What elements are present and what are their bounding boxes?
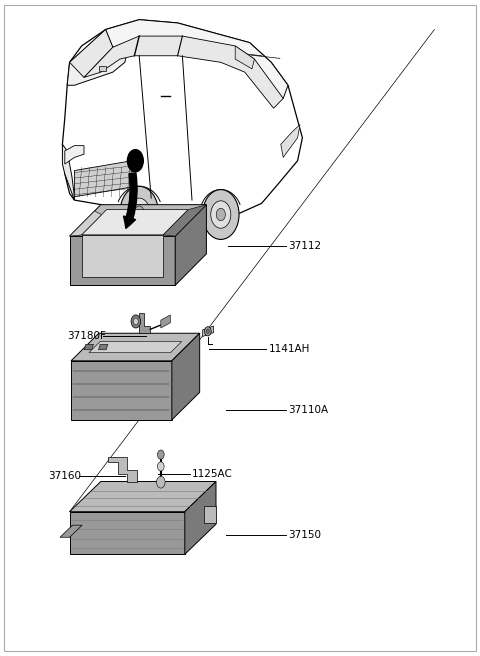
Circle shape bbox=[131, 315, 141, 328]
Text: 37112: 37112 bbox=[288, 241, 321, 251]
FancyArrowPatch shape bbox=[123, 173, 137, 228]
Polygon shape bbox=[89, 342, 182, 352]
Circle shape bbox=[133, 318, 138, 325]
Polygon shape bbox=[108, 457, 137, 482]
Circle shape bbox=[129, 198, 150, 227]
Polygon shape bbox=[71, 333, 200, 361]
Polygon shape bbox=[172, 333, 200, 420]
Polygon shape bbox=[62, 20, 302, 226]
Polygon shape bbox=[84, 36, 283, 108]
Polygon shape bbox=[70, 30, 113, 77]
Polygon shape bbox=[175, 205, 206, 285]
Text: 1125AC: 1125AC bbox=[192, 468, 233, 479]
Polygon shape bbox=[139, 313, 150, 333]
Polygon shape bbox=[74, 161, 132, 197]
Polygon shape bbox=[204, 506, 216, 523]
Polygon shape bbox=[70, 482, 216, 512]
Circle shape bbox=[203, 190, 239, 239]
Circle shape bbox=[157, 462, 164, 471]
Circle shape bbox=[211, 201, 231, 228]
Circle shape bbox=[157, 450, 164, 459]
Polygon shape bbox=[62, 144, 74, 200]
Polygon shape bbox=[70, 205, 206, 236]
Polygon shape bbox=[82, 235, 163, 277]
Polygon shape bbox=[60, 525, 82, 537]
Text: 37110A: 37110A bbox=[288, 405, 328, 415]
Polygon shape bbox=[106, 20, 288, 98]
Polygon shape bbox=[163, 205, 206, 236]
Polygon shape bbox=[203, 326, 214, 337]
Polygon shape bbox=[67, 30, 130, 85]
Circle shape bbox=[216, 208, 226, 220]
Polygon shape bbox=[235, 46, 254, 69]
Text: 1141AH: 1141AH bbox=[269, 344, 310, 354]
Polygon shape bbox=[71, 361, 172, 420]
Text: 37180F: 37180F bbox=[67, 331, 106, 341]
Polygon shape bbox=[99, 66, 106, 71]
Polygon shape bbox=[161, 315, 170, 328]
Polygon shape bbox=[70, 236, 175, 285]
Polygon shape bbox=[65, 146, 84, 164]
Polygon shape bbox=[84, 344, 94, 350]
Text: 37160: 37160 bbox=[48, 470, 81, 481]
Circle shape bbox=[134, 206, 144, 219]
Circle shape bbox=[156, 476, 165, 488]
Polygon shape bbox=[98, 344, 108, 350]
Circle shape bbox=[204, 327, 211, 336]
Polygon shape bbox=[185, 482, 216, 554]
Circle shape bbox=[127, 149, 144, 173]
Polygon shape bbox=[70, 512, 185, 554]
Circle shape bbox=[206, 329, 209, 333]
Text: 37150: 37150 bbox=[288, 529, 321, 540]
Polygon shape bbox=[281, 125, 300, 157]
Polygon shape bbox=[82, 210, 188, 235]
Polygon shape bbox=[70, 211, 102, 236]
Circle shape bbox=[120, 186, 158, 239]
